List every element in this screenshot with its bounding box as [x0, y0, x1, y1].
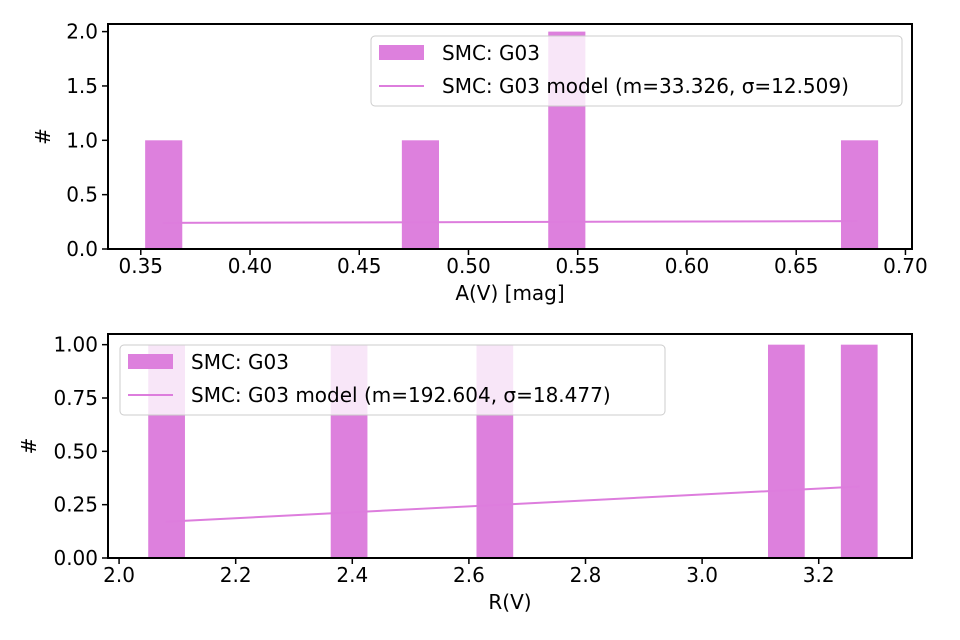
- legend-hist-label: SMC: G03: [442, 41, 540, 65]
- model-line: [162, 220, 858, 224]
- x-tick-label: 0.65: [774, 254, 819, 278]
- y-tick-label: 1.5: [66, 74, 98, 98]
- y-axis-label: #: [31, 128, 55, 145]
- histogram-bar-2: [401, 140, 439, 249]
- axes-frame: [107, 23, 913, 250]
- chart-panel-2: 2.0 2.2 2.4 2.6 2.8 3.0 3.2 0.00 0.25 0.50 0.75 1.0…: [17, 333, 913, 614]
- x-tick-label: 0.40: [228, 254, 273, 278]
- histogram-bar-4: [840, 140, 879, 249]
- y-tick-label: 0.00: [53, 546, 98, 570]
- legend-box: [370, 35, 903, 107]
- y-axis-label: #: [17, 438, 41, 455]
- x-tick-label: 0.35: [119, 254, 164, 278]
- x-tick-label: 2.2: [220, 563, 252, 587]
- chart-panel-1: 0.35 0.40 0.45 0.50 0.55 0.60 0.65 0.70 0.0 0.5 1.…: [31, 20, 928, 305]
- y-tick-label: 1.0: [66, 128, 98, 152]
- y-tick-label: 1.00: [53, 333, 98, 357]
- histogram-bar-1: [145, 140, 183, 249]
- x-tick-label: 3.2: [803, 563, 835, 587]
- x-tick-label: 0.70: [883, 254, 928, 278]
- y-tick-label: 2.0: [66, 20, 98, 44]
- x-axis-label: A(V) [mag]: [455, 281, 564, 305]
- x-tick-label: 0.50: [446, 254, 491, 278]
- histogram-bar-4: [767, 344, 805, 558]
- x-tick-label: 0.45: [337, 254, 382, 278]
- y-tick-label: 0.50: [53, 439, 98, 463]
- x-tick-label: 2.8: [570, 563, 602, 587]
- y-tick-label: 0.25: [53, 493, 98, 517]
- x-tick-label: 0.55: [555, 254, 600, 278]
- x-tick-label: 3.0: [686, 563, 718, 587]
- x-axis-label: R(V): [488, 590, 531, 614]
- legend: SMC: G03 SMC: G03 model (m=192.604, σ=18.…: [119, 344, 666, 416]
- legend-hist-label: SMC: G03: [191, 350, 289, 374]
- y-tick-label: 0.5: [66, 183, 98, 207]
- legend-hist-swatch: [379, 45, 424, 60]
- y-tick-label: 0.75: [53, 386, 98, 410]
- legend-model-label: SMC: G03 model (m=192.604, σ=18.477): [191, 383, 611, 407]
- legend-hist-swatch: [128, 354, 173, 369]
- x-tick-label: 2.6: [453, 563, 485, 587]
- legend-model-label: SMC: G03 model (m=33.326, σ=12.509): [442, 74, 849, 98]
- legend: SMC: G03 SMC: G03 model (m=33.326, σ=12.5…: [370, 35, 903, 107]
- histogram-bar-5: [840, 344, 878, 558]
- axes-frame: [107, 333, 913, 559]
- x-tick-label: 2.4: [336, 563, 368, 587]
- y-tick-label: 0.0: [66, 237, 98, 261]
- x-tick-label: 0.60: [665, 254, 710, 278]
- model-line: [165, 485, 860, 523]
- x-tick-label: 2.0: [103, 563, 135, 587]
- legend-box: [119, 344, 666, 416]
